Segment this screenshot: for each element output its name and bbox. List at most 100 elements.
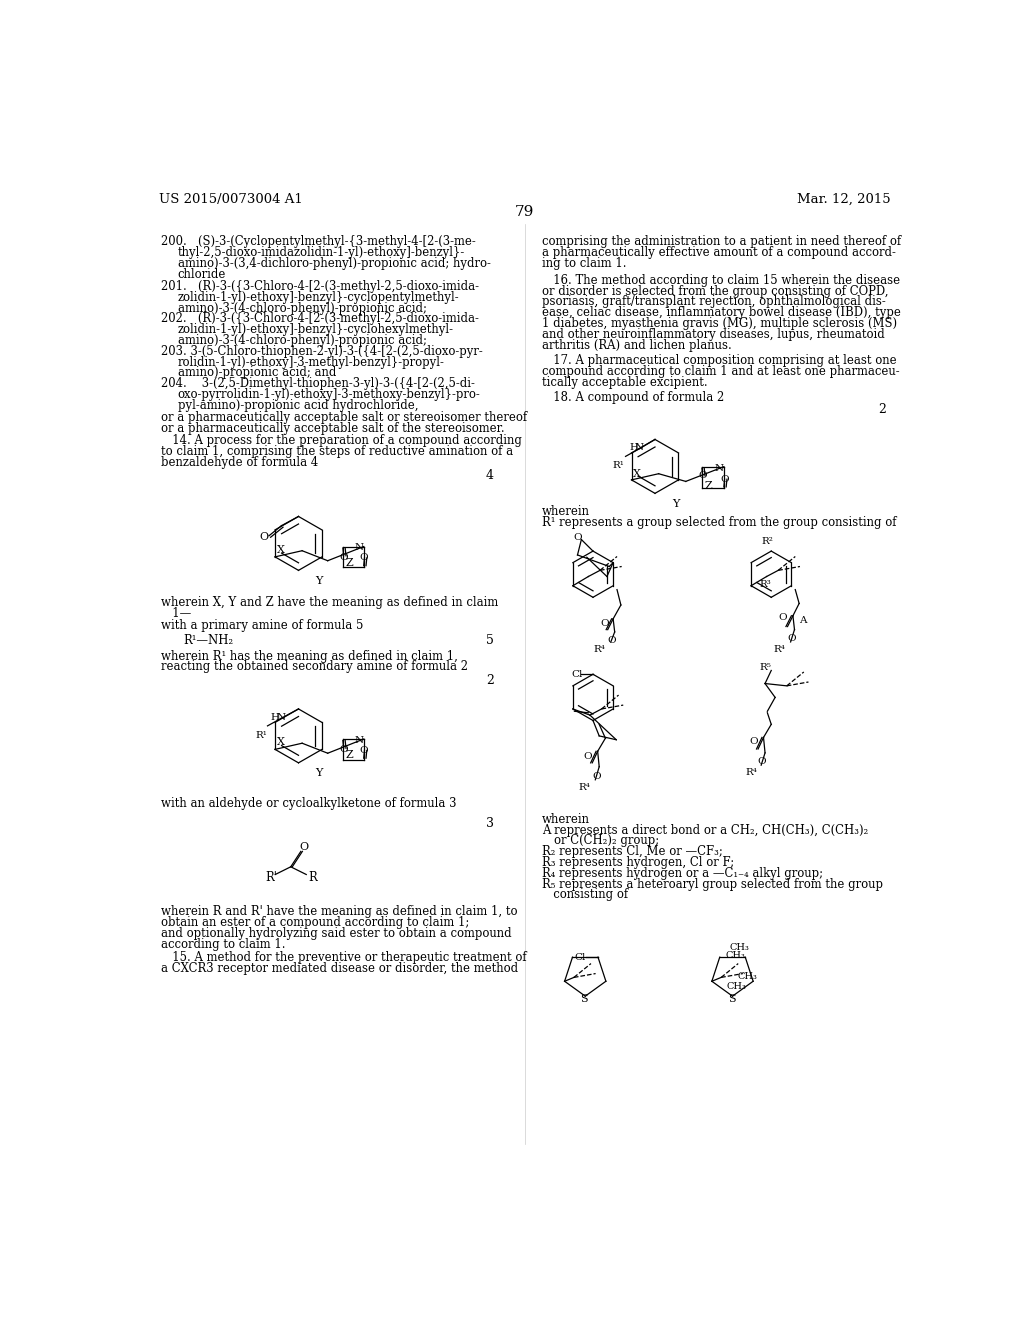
Text: R': R' [265,871,278,883]
Text: according to claim 1.: according to claim 1. [161,937,285,950]
Text: 1—: 1— [161,607,190,619]
Text: psoriasis, graft/transplant rejection, ophthalmological dis-: psoriasis, graft/transplant rejection, o… [542,296,886,309]
Text: CH₃: CH₃ [726,950,745,960]
Text: and other neuroinflammatory diseases, lupus, rheumatoid: and other neuroinflammatory diseases, lu… [542,327,885,341]
Text: R²: R² [762,537,774,546]
Text: ing to claim 1.: ing to claim 1. [542,257,627,271]
Text: 3: 3 [486,817,494,830]
Text: compound according to claim 1 and at least one pharmaceu-: compound according to claim 1 and at lea… [542,364,899,378]
Text: H: H [270,713,280,722]
Text: 4: 4 [486,470,494,483]
Text: zolidin-1-yl)-ethoxy]-benzyl}-cyclohexylmethyl-: zolidin-1-yl)-ethoxy]-benzyl}-cyclohexyl… [177,323,454,337]
Text: wherein R and R' have the meaning as defined in claim 1, to: wherein R and R' have the meaning as def… [161,906,517,919]
Text: O: O [584,752,592,762]
Text: or disorder is selected from the group consisting of COPD,: or disorder is selected from the group c… [542,285,889,298]
Text: N: N [354,737,364,744]
Text: Z: Z [705,480,712,491]
Text: R¹: R¹ [612,461,625,470]
Text: CH₃: CH₃ [730,944,750,952]
Text: and optionally hydrolyzing said ester to obtain a compound: and optionally hydrolyzing said ester to… [161,927,511,940]
Text: with an aldehyde or cycloalkylketone of formula 3: with an aldehyde or cycloalkylketone of … [161,797,456,810]
Text: amino)-3-(4-chloro-phenyl)-propionic acid;: amino)-3-(4-chloro-phenyl)-propionic aci… [177,334,426,347]
Text: O: O [592,772,601,781]
Text: X: X [276,737,285,747]
Text: a CXCR3 receptor mediated disease or disorder, the method: a CXCR3 receptor mediated disease or dis… [161,962,518,975]
Text: R⁴: R⁴ [594,645,605,653]
Text: O: O [750,738,758,746]
Text: or a pharmaceutically acceptable salt of the stereoisomer.: or a pharmaceutically acceptable salt of… [161,422,504,434]
Text: or C(CH₂)₂ group;: or C(CH₂)₂ group; [554,834,659,847]
Text: amino)-propionic acid; and: amino)-propionic acid; and [177,367,336,379]
Text: R³: R³ [760,581,771,589]
Text: O: O [787,635,796,643]
Text: X: X [276,545,285,554]
Text: O: O [260,532,269,541]
Text: benzaldehyde of formula 4: benzaldehyde of formula 4 [161,455,317,469]
Text: N: N [276,713,285,722]
Text: R¹—NH₂: R¹—NH₂ [183,635,233,647]
Text: 2: 2 [879,404,886,416]
Text: R⁵: R⁵ [760,663,771,672]
Text: 5: 5 [486,635,494,647]
Text: CH₃: CH₃ [726,982,746,991]
Text: 2: 2 [486,675,494,688]
Text: 16. The method according to claim 15 wherein the disease: 16. The method according to claim 15 whe… [542,275,900,286]
Text: 17. A pharmaceutical composition comprising at least one: 17. A pharmaceutical composition compris… [542,354,896,367]
Text: N: N [354,544,364,553]
Text: wherein X, Y and Z have the meaning as defined in claim: wherein X, Y and Z have the meaning as d… [161,595,498,609]
Text: O: O [339,746,347,754]
Text: US 2015/0073004 A1: US 2015/0073004 A1 [159,193,303,206]
Text: A represents a direct bond or a CH₂, CH(CH₃), C(CH₃)₂: A represents a direct bond or a CH₂, CH(… [542,824,868,837]
Text: reacting the obtained secondary amine of formula 2: reacting the obtained secondary amine of… [161,660,468,673]
Text: 15. A method for the preventive or therapeutic treatment of: 15. A method for the preventive or thera… [161,952,526,965]
Text: N: N [635,444,644,453]
Text: Y: Y [315,768,323,779]
Text: R⁴: R⁴ [773,645,785,653]
Text: 201.   (R)-3-({3-Chloro-4-[2-(3-methyl-2,5-dioxo-imida-: 201. (R)-3-({3-Chloro-4-[2-(3-methyl-2,5… [161,280,478,293]
Text: H: H [630,444,638,453]
Text: R¹ represents a group selected from the group consisting of: R¹ represents a group selected from the … [542,516,896,529]
Text: thyl-2,5-dioxo-imidazolidin-1-yl)-ethoxy]-benzyl}-: thyl-2,5-dioxo-imidazolidin-1-yl)-ethoxy… [177,246,465,259]
Text: chloride: chloride [177,268,226,281]
Text: O: O [778,612,786,622]
Text: 202.   (R)-3-({3-Chloro-4-[2-(3-methyl-2,5-dioxo-imida-: 202. (R)-3-({3-Chloro-4-[2-(3-methyl-2,5… [161,313,478,326]
Text: S: S [728,994,735,1003]
Text: O: O [359,553,369,562]
Text: a pharmaceutically effective amount of a compound accord-: a pharmaceutically effective amount of a… [542,246,896,259]
Text: O: O [698,471,707,480]
Text: S: S [581,994,588,1003]
Text: wherein: wherein [542,813,590,826]
Text: wherein R¹ has the meaning as defined in claim 1,: wherein R¹ has the meaning as defined in… [161,649,458,663]
Text: obtain an ester of a compound according to claim 1;: obtain an ester of a compound according … [161,916,469,929]
Text: X: X [633,469,641,479]
Text: 18. A compound of formula 2: 18. A compound of formula 2 [542,391,724,404]
Text: 203. 3-(5-Chloro-thiophen-2-yl)-3-({4-[2-(2,5-dioxo-pyr-: 203. 3-(5-Chloro-thiophen-2-yl)-3-({4-[2… [161,345,482,358]
Text: Y: Y [315,576,323,586]
Text: O: O [339,553,347,562]
Text: or a pharmaceutically acceptable salt or stereoisomer thereof: or a pharmaceutically acceptable salt or… [161,411,526,424]
Text: 14. A process for the preparation of a compound according: 14. A process for the preparation of a c… [161,434,521,447]
Text: O: O [758,758,766,767]
Text: R₃ represents hydrogen, Cl or F;: R₃ represents hydrogen, Cl or F; [542,855,734,869]
Text: Z: Z [345,751,353,760]
Text: N: N [715,463,724,473]
Text: O: O [573,533,583,543]
Text: R₂ represents Cl, Me or —CF₃;: R₂ represents Cl, Me or —CF₃; [542,845,723,858]
Text: rolidin-1-yl)-ethoxy]-3-methyl-benzyl}-propyl-: rolidin-1-yl)-ethoxy]-3-methyl-benzyl}-p… [177,355,444,368]
Text: 200.   (S)-3-(Cyclopentylmethyl-{3-methyl-4-[2-(3-me-: 200. (S)-3-(Cyclopentylmethyl-{3-methyl-… [161,235,475,248]
Text: O: O [607,636,616,644]
Text: amino)-3-(4-chloro-phenyl)-propionic acid;: amino)-3-(4-chloro-phenyl)-propionic aci… [177,302,426,314]
Text: R⁴: R⁴ [745,768,758,777]
Text: R⁴: R⁴ [579,783,590,792]
Text: CH₃: CH₃ [737,972,758,981]
Text: 1 diabetes, myasthenia gravis (MG), multiple sclerosis (MS): 1 diabetes, myasthenia gravis (MG), mult… [542,317,897,330]
Text: O: O [299,842,308,853]
Text: 79: 79 [515,205,535,219]
Text: R₅ represents a heteroaryl group selected from the group: R₅ represents a heteroaryl group selecte… [542,878,883,891]
Text: comprising the administration to a patient in need thereof of: comprising the administration to a patie… [542,235,901,248]
Text: O: O [600,619,608,628]
Text: tically acceptable excipient.: tically acceptable excipient. [542,376,708,388]
Text: ease, celiac disease, inflammatory bowel disease (IBD), type: ease, celiac disease, inflammatory bowel… [542,306,901,319]
Text: R: R [308,871,317,883]
Text: zolidin-1-yl)-ethoxy]-benzyl}-cyclopentylmethyl-: zolidin-1-yl)-ethoxy]-benzyl}-cyclopenty… [177,290,459,304]
